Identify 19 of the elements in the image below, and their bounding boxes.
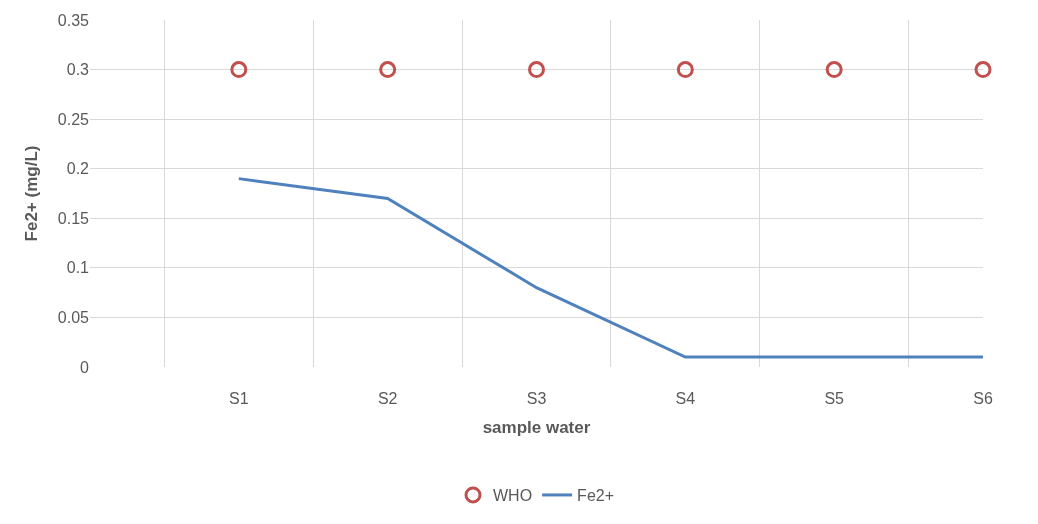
- y-tick-label: 0: [80, 358, 90, 376]
- y-axis-title: Fe2+ (mg/L): [22, 145, 42, 242]
- x-axis-title: sample water: [482, 418, 591, 438]
- y-tick-label: 0.05: [57, 309, 90, 327]
- legend-label: Fe2+: [577, 487, 615, 505]
- x-tick-label: S3: [526, 390, 547, 407]
- x-tick-label: S5: [824, 390, 845, 407]
- y-tick-label: 0.15: [57, 209, 90, 227]
- x-tick-label: S4: [675, 390, 696, 407]
- x-tick-label: S1: [229, 390, 249, 407]
- y-tick-label: 0.25: [57, 110, 90, 128]
- x-tick-label: S6: [973, 390, 993, 407]
- x-tick-label: S2: [377, 390, 398, 407]
- y-tick-label: 0.35: [57, 11, 90, 29]
- y-tick-label: 0.3: [66, 61, 90, 79]
- line-series: [237, 177, 983, 359]
- legend-label: WHO: [493, 487, 533, 505]
- y-tick-label: 0.1: [66, 259, 90, 277]
- y-tick-label: 0.2: [66, 160, 90, 178]
